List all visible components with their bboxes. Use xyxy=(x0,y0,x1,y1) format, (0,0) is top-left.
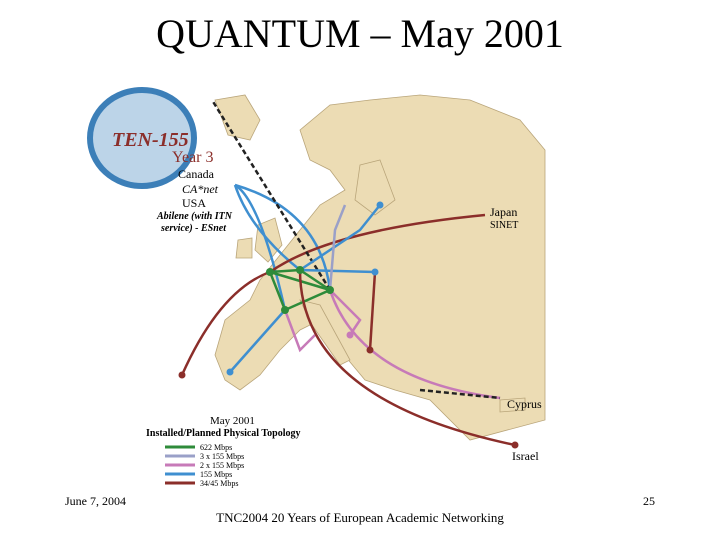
nodes xyxy=(178,201,519,449)
legend-date: May 2001 xyxy=(210,415,255,427)
logo-globe xyxy=(87,87,197,189)
label-usa: USA xyxy=(182,196,206,210)
legend-label: 34/45 Mbps xyxy=(200,479,238,488)
label-canet: CA*net xyxy=(182,182,219,196)
label-sinet: SINET xyxy=(490,220,518,231)
footer-text: TNC2004 20 Years of European Academic Ne… xyxy=(216,510,504,525)
legend: May 2001 Installed/Planned Physical Topo… xyxy=(146,415,301,488)
legend-label: 155 Mbps xyxy=(200,470,232,479)
logo-text: TEN-155 xyxy=(112,129,189,151)
label-abilene: service) - ESnet xyxy=(160,223,227,234)
slide-title: QUANTUM – May 2001 xyxy=(156,11,564,56)
year-label: Year 3 xyxy=(172,149,213,166)
page-number: 25 xyxy=(643,494,655,508)
label-cyprus: Cyprus xyxy=(507,397,542,411)
map-land xyxy=(214,94,546,441)
map-labels: Canada CA*net USA Abilene (with ITN serv… xyxy=(156,167,542,463)
footer-date: June 7, 2004 xyxy=(65,494,126,508)
legend-label: 3 x 155 Mbps xyxy=(200,452,244,461)
label-canada: Canada xyxy=(178,167,215,181)
label-abilene: Abilene (with ITN xyxy=(156,211,233,222)
legend-label: 622 Mbps xyxy=(200,443,232,452)
legend-label: 2 x 155 Mbps xyxy=(200,461,244,470)
label-japan: Japan xyxy=(490,205,517,219)
links xyxy=(180,99,516,447)
legend-caption: Installed/Planned Physical Topology xyxy=(146,428,301,439)
label-israel: Israel xyxy=(512,449,539,463)
